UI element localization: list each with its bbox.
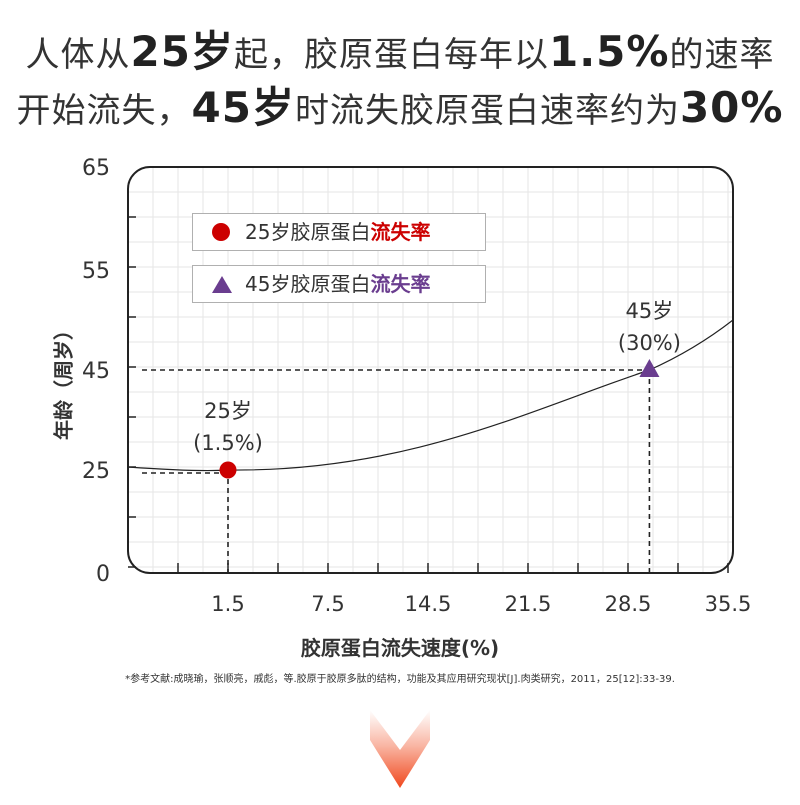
- x-tick-labels: 1.5 7.5 14.5 21.5 28.5 35.5: [211, 592, 751, 616]
- y-tick-label: 65: [82, 156, 110, 181]
- headline-emphasis: 1.5%: [548, 27, 670, 76]
- reference-note: *参考文献:成晓瑜，张顺亮，戚彪，等.胶原于胶原多肽的结构，功能及其应用研究现状…: [125, 674, 675, 685]
- headline-line-2: 开始流失，45岁时流失胶原蛋白速率约为30%: [0, 74, 800, 135]
- headline-text: 起，胶原蛋白每年以: [233, 35, 549, 75]
- x-tick-label: 1.5: [211, 592, 244, 616]
- point-label-age: 45岁: [626, 299, 674, 323]
- headline-emphasis: 45岁: [191, 83, 295, 132]
- legend-emphasis: 流失率: [370, 220, 431, 244]
- data-point-triangle: [639, 359, 660, 377]
- purple-triangle-icon: [212, 276, 232, 293]
- x-tick-label: 7.5: [311, 592, 344, 616]
- headline-text: 时流失胶原蛋白速率约为: [294, 91, 680, 131]
- x-tick-label: 28.5: [605, 592, 652, 616]
- legend-label: 45岁胶原蛋白: [245, 272, 371, 296]
- x-tick-label: 35.5: [705, 592, 752, 616]
- x-tick-label: 14.5: [405, 592, 452, 616]
- trend-curve: [128, 319, 733, 472]
- x-tick-label: 21.5: [505, 592, 552, 616]
- headline-text: 开始流失，: [16, 91, 192, 131]
- y-tick-label: 0: [96, 562, 110, 587]
- y-tick-labels: 65 55 45 25 0: [82, 156, 110, 587]
- point-labels: 25岁 (1.5%) 45岁 (30%): [193, 299, 681, 455]
- headline-text: 的速率: [669, 35, 775, 75]
- point-label-rate: (1.5%): [193, 431, 263, 455]
- legend-item-45: 45岁胶原蛋白流失率: [192, 265, 486, 303]
- guide-lines: [142, 369, 651, 573]
- point-label-age: 25岁: [204, 399, 252, 423]
- y-tick-label: 25: [82, 459, 110, 484]
- down-chevron-icon: [370, 710, 430, 788]
- x-axis-label: 胶原蛋白流失速度(%): [300, 636, 500, 660]
- legend-item-25: 25岁胶原蛋白流失率: [192, 213, 486, 251]
- axis-ticks: [128, 216, 729, 573]
- legend-emphasis: 流失率: [370, 272, 431, 296]
- headline-emphasis: 25岁: [130, 27, 234, 76]
- headline-line-1: 人体从25岁起，胶原蛋白每年以1.5%的速率: [0, 18, 800, 79]
- legend-label: 25岁胶原蛋白: [245, 220, 371, 244]
- chart-frame: [127, 166, 734, 574]
- y-tick-label: 45: [82, 359, 110, 384]
- red-circle-icon: [212, 223, 230, 241]
- y-tick-label: 55: [82, 259, 110, 284]
- point-label-rate: (30%): [618, 331, 681, 355]
- data-point-circle: [219, 461, 237, 479]
- headline-text: 人体从: [25, 35, 131, 75]
- headline-emphasis: 30%: [679, 83, 784, 132]
- y-axis-label-text: 年龄（周岁）: [51, 320, 76, 440]
- data-markers: [219, 359, 660, 479]
